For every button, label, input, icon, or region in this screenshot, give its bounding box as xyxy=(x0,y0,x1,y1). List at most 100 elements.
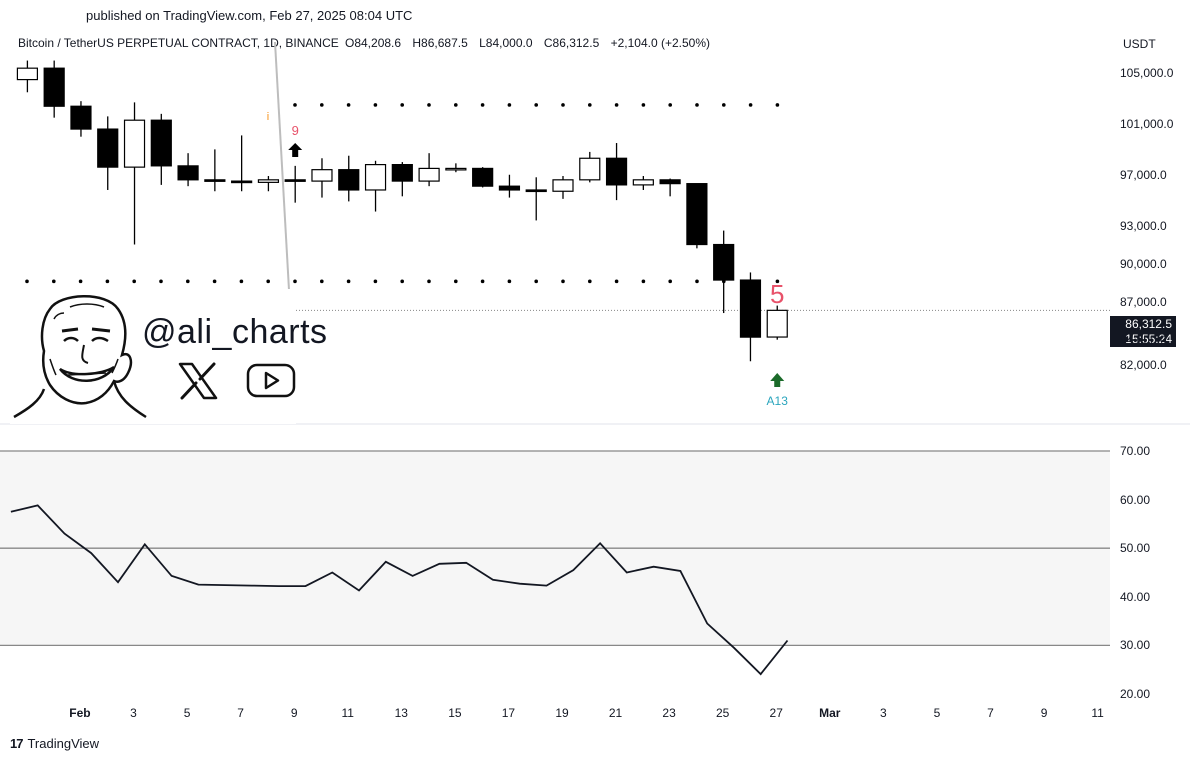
level-dot xyxy=(561,103,565,107)
candle-body-up xyxy=(632,179,654,186)
symbol-title: Bitcoin / TetherUS PERPETUAL CONTRACT, 1… xyxy=(18,36,339,50)
published-caption: published on TradingView.com, Feb 27, 20… xyxy=(86,8,413,23)
level-dot xyxy=(695,103,699,107)
candle xyxy=(659,178,681,197)
rsi-tick-label: 30.00 xyxy=(1120,638,1151,653)
candle-body-up xyxy=(552,179,574,192)
level-dot xyxy=(212,279,217,284)
td-setup-9: 9 xyxy=(292,123,299,138)
rsi-tick-label: 20.00 xyxy=(1120,687,1151,701)
level-dot xyxy=(480,279,485,284)
level-dot xyxy=(427,103,431,107)
currency-label: USDT xyxy=(1123,37,1156,51)
time-tick-label: 9 xyxy=(290,706,298,720)
candle xyxy=(70,101,92,137)
level-dot xyxy=(775,279,780,284)
level-dot xyxy=(695,279,699,284)
price-pane: i 9 5 A13 xyxy=(0,41,1190,425)
candle-body-down xyxy=(686,183,708,246)
rsi-tick-label: 40.00 xyxy=(1120,589,1151,604)
tradingview-mark-icon: 17 xyxy=(10,736,24,751)
candle-body-down xyxy=(70,105,92,130)
candle-body-up xyxy=(257,179,280,183)
watermark-handle: @ali_charts xyxy=(142,313,328,351)
price-tick-label: 101,000.0 xyxy=(1120,117,1174,131)
td-count-5: 5 xyxy=(770,279,784,309)
candle xyxy=(123,102,146,245)
candle xyxy=(579,151,601,183)
candle xyxy=(338,155,360,202)
candle xyxy=(43,60,65,118)
level-dot xyxy=(722,103,726,107)
candle xyxy=(472,167,494,188)
candle-body-down xyxy=(525,189,547,193)
level-dot xyxy=(400,103,405,107)
level-dot xyxy=(507,279,512,284)
time-tick-label: 17 xyxy=(501,706,516,720)
buy-arrow-icon xyxy=(288,143,303,157)
level-dot xyxy=(373,279,378,284)
level-dot xyxy=(641,279,646,284)
candle-body-down xyxy=(739,279,762,338)
candle xyxy=(204,149,226,192)
candle-body-down xyxy=(231,180,253,184)
buy-arrow-icon xyxy=(770,373,785,387)
level-dot xyxy=(132,279,136,284)
candle xyxy=(713,230,735,314)
level-dot xyxy=(159,279,163,284)
time-tick-label: 3 xyxy=(880,706,887,720)
candle-body-down xyxy=(43,67,65,107)
level-dot xyxy=(52,279,56,284)
candle-body-down xyxy=(391,164,413,182)
close-value: C86,312.5 xyxy=(543,36,600,50)
level-dot xyxy=(534,103,538,107)
candle-body-up xyxy=(16,67,38,81)
level-dot xyxy=(105,279,110,284)
level-dot xyxy=(668,279,672,284)
price-tick-label: 82,000.0 xyxy=(1120,358,1167,373)
time-tick-label: 19 xyxy=(555,706,569,720)
candle-body-down xyxy=(498,185,521,191)
level-dot xyxy=(239,279,244,284)
support-dotted-line xyxy=(25,279,780,284)
candle-body-down xyxy=(472,167,494,187)
candle-body-up xyxy=(418,167,440,182)
level-dot xyxy=(641,103,646,107)
level-dot xyxy=(614,103,619,107)
candle-body-down xyxy=(204,179,226,182)
time-tick-label: Feb xyxy=(69,706,91,720)
candle xyxy=(552,176,574,199)
time-tick-label: 27 xyxy=(769,706,783,720)
candle xyxy=(257,176,280,192)
time-tick-label: 5 xyxy=(933,706,941,720)
candle xyxy=(445,163,467,173)
candle xyxy=(150,113,172,185)
tradingview-logo[interactable]: 17 TradingView xyxy=(10,736,99,751)
candle xyxy=(766,305,788,340)
time-tick-label: 11 xyxy=(341,706,354,720)
candle xyxy=(686,183,708,249)
candle xyxy=(284,165,306,203)
rsi-tick-label: 60.00 xyxy=(1120,492,1151,507)
candle xyxy=(739,272,762,362)
level-dot xyxy=(534,279,538,284)
cartoon-face-logo xyxy=(13,295,147,419)
x-logo-icon xyxy=(178,362,218,400)
candle-body-up xyxy=(364,164,387,191)
candle-body-up xyxy=(311,169,333,182)
time-tick-label: 15 xyxy=(448,706,462,720)
level-dot xyxy=(588,279,592,284)
candle xyxy=(605,143,628,201)
time-tick-label: 13 xyxy=(394,706,408,720)
time-tick-label: Mar xyxy=(819,706,841,720)
low-value: L84,000.0 xyxy=(479,36,533,50)
time-tick-label: 9 xyxy=(1040,706,1048,720)
candle xyxy=(97,116,119,190)
level-dot xyxy=(668,103,672,107)
level-dot xyxy=(266,279,271,284)
time-tick-label: 7 xyxy=(237,706,244,720)
candle-body-down xyxy=(338,169,360,191)
level-dot xyxy=(427,279,431,284)
td-setup-i: i xyxy=(267,111,269,123)
